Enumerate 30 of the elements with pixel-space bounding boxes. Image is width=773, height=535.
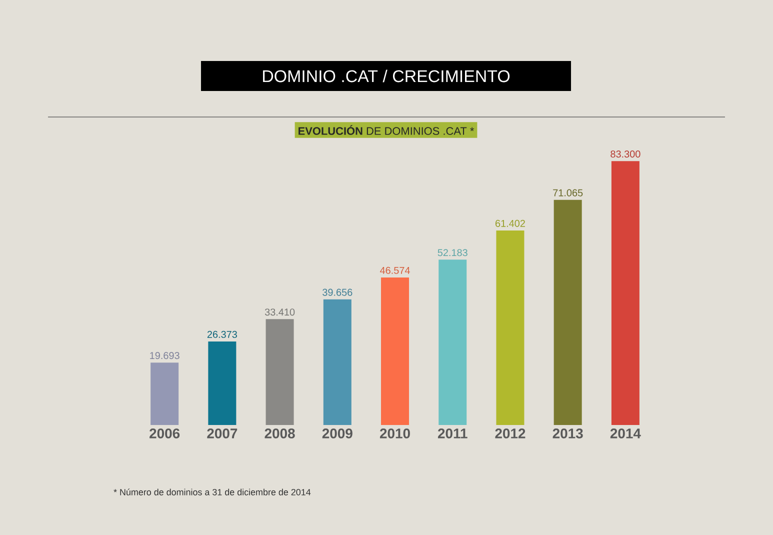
x-tick-label: 2013 xyxy=(552,428,583,438)
data-label: 39.656 xyxy=(322,288,352,296)
bar xyxy=(266,319,294,425)
data-label: 26.373 xyxy=(207,330,237,338)
data-label: 71.065 xyxy=(553,189,583,196)
x-tick-label: 2012 xyxy=(495,428,526,438)
x-tick-label: 2009 xyxy=(322,428,352,438)
bar xyxy=(208,341,236,425)
bar xyxy=(496,230,524,425)
text: * Número de dominios a 31 de diciembre de 2014 xyxy=(114,488,311,496)
x-tick-label: 2006 xyxy=(150,428,180,438)
bar xyxy=(323,299,352,425)
bar xyxy=(381,277,410,425)
data-label: 61.402 xyxy=(495,220,525,227)
data-label: 83.300 xyxy=(610,150,640,158)
chart-title: DOMINIO .CAT / CRECIMIENTO xyxy=(263,70,510,82)
x-tick-label: 2014 xyxy=(610,428,641,438)
data-label: 33.410 xyxy=(264,308,295,316)
data-label: 46.574 xyxy=(380,266,410,274)
x-tick-label: 2007 xyxy=(207,428,238,438)
data-label: 52.183 xyxy=(438,249,468,256)
bar xyxy=(150,362,179,425)
data-label: 19.693 xyxy=(150,352,180,360)
bar xyxy=(611,161,640,425)
bar xyxy=(438,260,467,425)
x-tick-label: 2008 xyxy=(264,428,295,438)
chart-subtitle: EVOLUCIÓN DE DOMINIOS .CAT * xyxy=(298,125,474,135)
x-tick-label: 2011 xyxy=(438,428,468,438)
bar xyxy=(554,200,582,425)
x-tick-label: 2010 xyxy=(380,428,410,438)
